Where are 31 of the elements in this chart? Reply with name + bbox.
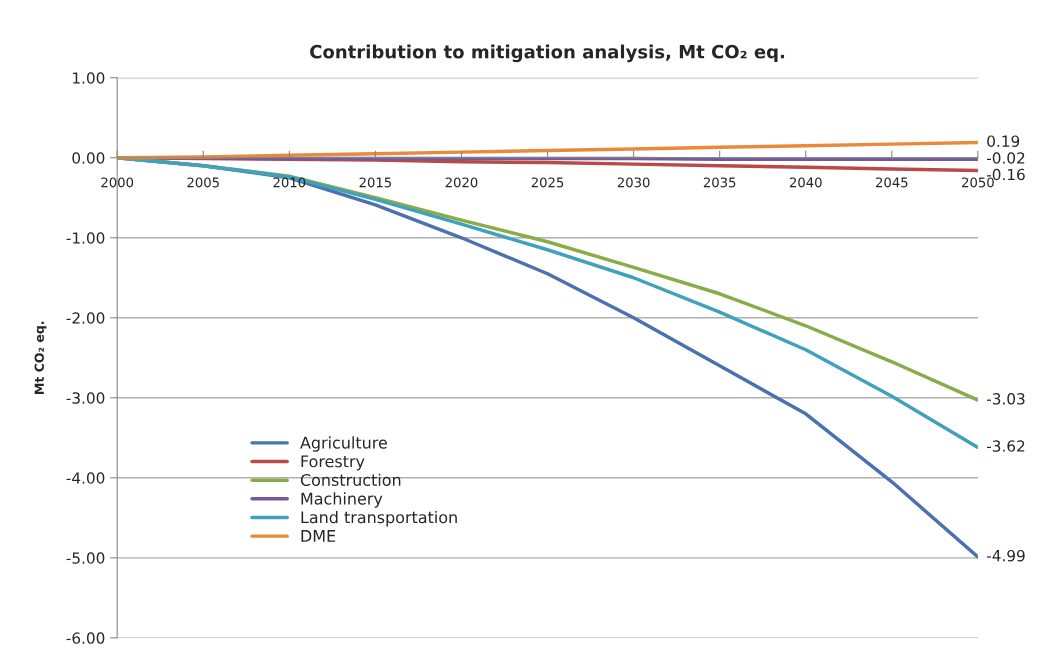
data-label: 0.19 (987, 135, 1020, 147)
legend-label: Agriculture (300, 436, 387, 452)
y-tick-label: 0.00 (72, 152, 105, 164)
x-tick-label: 2020 (445, 177, 478, 188)
legend-label: Construction (300, 473, 401, 486)
y-axis-title: Mt CO₂ eq. (34, 321, 47, 394)
y-tick-label: -2.00 (66, 312, 105, 324)
data-label: -3.03 (986, 393, 1025, 405)
x-tick-label: 2005 (187, 177, 219, 188)
y-tick-label: -4.00 (66, 472, 105, 484)
legend-label: Land transportation (301, 510, 457, 527)
chart-title: Contribution to mitigation analysis, Mt CO₂ eq. (310, 44, 785, 63)
y-tick-label: -1.00 (66, 232, 105, 244)
y-tick-label: 1.00 (73, 72, 105, 84)
legend-label: Forestry (301, 455, 365, 471)
x-tick-label: 2010 (273, 177, 306, 188)
legend-label: DME (301, 530, 336, 542)
x-tick-label: 2015 (359, 177, 392, 188)
y-tick-label: -6.00 (66, 632, 105, 644)
x-tick-label: 2045 (876, 177, 908, 188)
x-tick-label: 2030 (617, 177, 650, 188)
x-tick-label: 2025 (531, 177, 564, 188)
x-tick-label: 2040 (789, 177, 822, 188)
legend-label: Machinery (301, 492, 383, 508)
y-tick-label: -3.00 (66, 392, 105, 404)
data-label: -0.02 (986, 152, 1025, 164)
data-label: -3.62 (986, 440, 1025, 452)
x-tick-label: 2035 (703, 177, 736, 188)
x-tick-label: 2000 (101, 177, 134, 188)
data-label: -4.99 (986, 549, 1025, 562)
y-tick-label: -5.00 (66, 552, 105, 564)
